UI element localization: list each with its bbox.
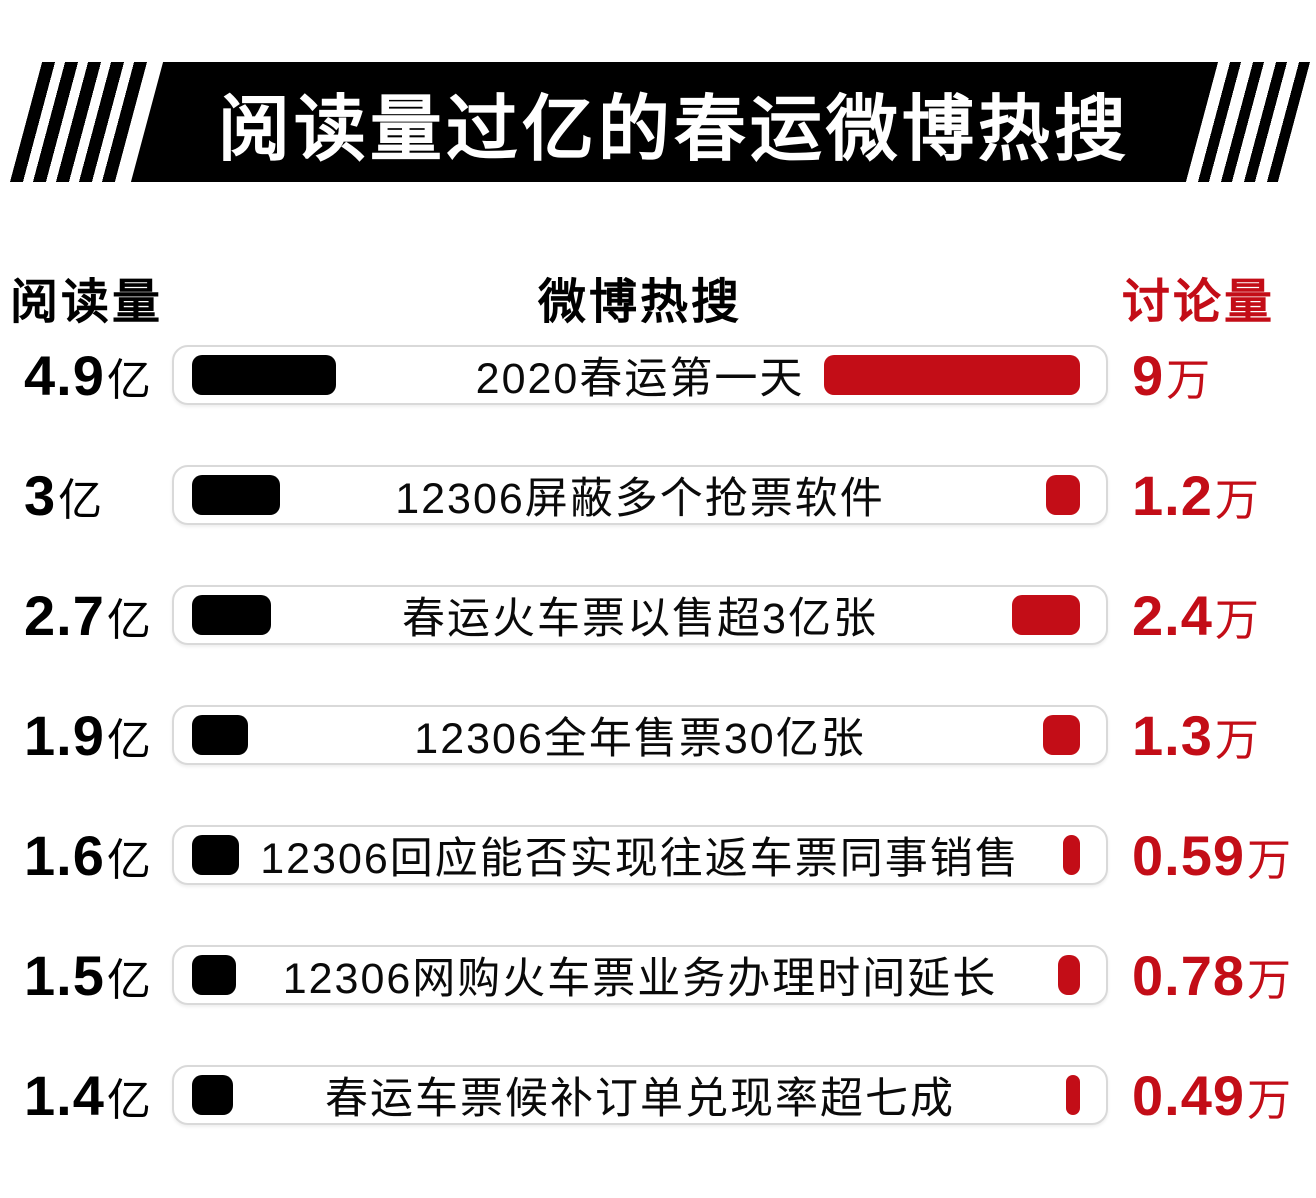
discussion-value: 2.4 万 — [1132, 584, 1259, 647]
discussion-bar — [824, 355, 1080, 395]
discussion-unit: 万 — [1214, 476, 1259, 525]
discussion-number: 0.59 — [1132, 824, 1245, 887]
topic-pill: 12306全年售票30亿张 — [172, 705, 1108, 765]
reads-unit: 亿 — [106, 1076, 151, 1125]
discussion-unit: 万 — [1166, 356, 1211, 405]
discussion-value: 1.3 万 — [1132, 704, 1259, 767]
reads-number: 1.5 — [24, 944, 105, 1007]
topic-label: 2020春运第一天 — [475, 355, 805, 403]
discussion-number: 0.78 — [1132, 944, 1245, 1007]
topic-label: 12306屏蔽多个抢票软件 — [395, 475, 885, 523]
discussion-bar — [1063, 835, 1080, 875]
topic-pill: 12306回应能否实现往返车票同事销售 — [172, 825, 1108, 885]
table-row: 1.9 亿 12306全年售票30亿张 1.3 万 — [0, 705, 1316, 765]
reads-bar — [192, 835, 239, 875]
banner-body: 阅读量过亿的春运微博热搜 — [130, 62, 1219, 182]
discussion-unit: 万 — [1214, 716, 1259, 765]
discussion-value: 1.2 万 — [1132, 464, 1259, 527]
column-header-hot-search: 微博热搜 — [537, 276, 742, 329]
reads-value: 1.6 亿 — [24, 824, 151, 887]
page-title: 阅读量过亿的春运微博热搜 — [218, 89, 1131, 170]
topic-pill: 2020春运第一天 — [172, 345, 1108, 405]
reads-unit: 亿 — [106, 596, 151, 645]
column-header-discussion: 讨论量 — [1122, 276, 1276, 329]
reads-number: 1.4 — [24, 1064, 105, 1127]
topic-pill: 春运火车票以售超3亿张 — [172, 585, 1108, 645]
reads-value: 4.9 亿 — [24, 344, 151, 407]
table-row: 1.6 亿 12306回应能否实现往返车票同事销售 0.59 万 — [0, 825, 1316, 885]
discussion-number: 2.4 — [1132, 584, 1213, 647]
reads-bar — [192, 955, 236, 995]
discussion-unit: 万 — [1247, 1076, 1291, 1125]
reads-value: 1.5 亿 — [24, 944, 151, 1007]
reads-bar — [192, 355, 336, 395]
topic-label: 12306网购火车票业务办理时间延长 — [282, 955, 998, 1003]
discussion-value: 0.59 万 — [1132, 824, 1291, 887]
discussion-value: 0.78 万 — [1132, 944, 1291, 1007]
reads-number: 1.9 — [24, 704, 105, 767]
reads-unit: 亿 — [106, 836, 151, 885]
column-header-reads: 阅读量 — [10, 276, 164, 329]
reads-unit: 亿 — [106, 956, 151, 1005]
discussion-number: 1.2 — [1132, 464, 1213, 527]
table-row: 1.5 亿 12306网购火车票业务办理时间延长 0.78 万 — [0, 945, 1316, 1005]
reads-number: 3 — [24, 464, 57, 527]
topic-pill: 春运车票候补订单兑现率超七成 — [172, 1065, 1108, 1125]
banner-stripes-left-decoration — [9, 62, 148, 182]
discussion-number: 0.49 — [1132, 1064, 1245, 1127]
discussion-number: 9 — [1132, 344, 1165, 407]
topic-pill: 12306屏蔽多个抢票软件 — [172, 465, 1108, 525]
topic-label: 12306回应能否实现往返车票同事销售 — [260, 835, 1020, 883]
reads-bar — [192, 595, 271, 635]
topic-pill: 12306网购火车票业务办理时间延长 — [172, 945, 1108, 1005]
reads-number: 4.9 — [24, 344, 105, 407]
discussion-unit: 万 — [1214, 596, 1259, 645]
reads-value: 1.9 亿 — [24, 704, 151, 767]
discussion-bar — [1043, 715, 1080, 755]
reads-value: 2.7 亿 — [24, 584, 151, 647]
discussion-bar — [1058, 955, 1080, 995]
reads-bar — [192, 475, 280, 515]
reads-bar — [192, 1075, 233, 1115]
title-banner: 阅读量过亿的春运微博热搜 — [9, 62, 1311, 182]
table-row: 1.4 亿 春运车票候补订单兑现率超七成 0.49 万 — [0, 1065, 1316, 1125]
reads-number: 1.6 — [24, 824, 105, 887]
reads-unit: 亿 — [58, 476, 103, 525]
discussion-bar — [1066, 1075, 1080, 1115]
reads-unit: 亿 — [106, 356, 151, 405]
reads-bar — [192, 715, 248, 755]
reads-unit: 亿 — [106, 716, 151, 765]
topic-label: 12306全年售票30亿张 — [414, 715, 866, 763]
topic-label: 春运车票候补订单兑现率超七成 — [325, 1075, 955, 1123]
discussion-value: 0.49 万 — [1132, 1064, 1291, 1127]
discussion-bar — [1012, 595, 1080, 635]
reads-number: 2.7 — [24, 584, 105, 647]
discussion-bar — [1046, 475, 1080, 515]
discussion-unit: 万 — [1247, 956, 1291, 1005]
reads-value: 1.4 亿 — [24, 1064, 151, 1127]
table-row: 2.7 亿 春运火车票以售超3亿张 2.4 万 — [0, 585, 1316, 645]
discussion-number: 1.3 — [1132, 704, 1213, 767]
topic-label: 春运火车票以售超3亿张 — [402, 595, 878, 643]
discussion-unit: 万 — [1247, 836, 1291, 885]
